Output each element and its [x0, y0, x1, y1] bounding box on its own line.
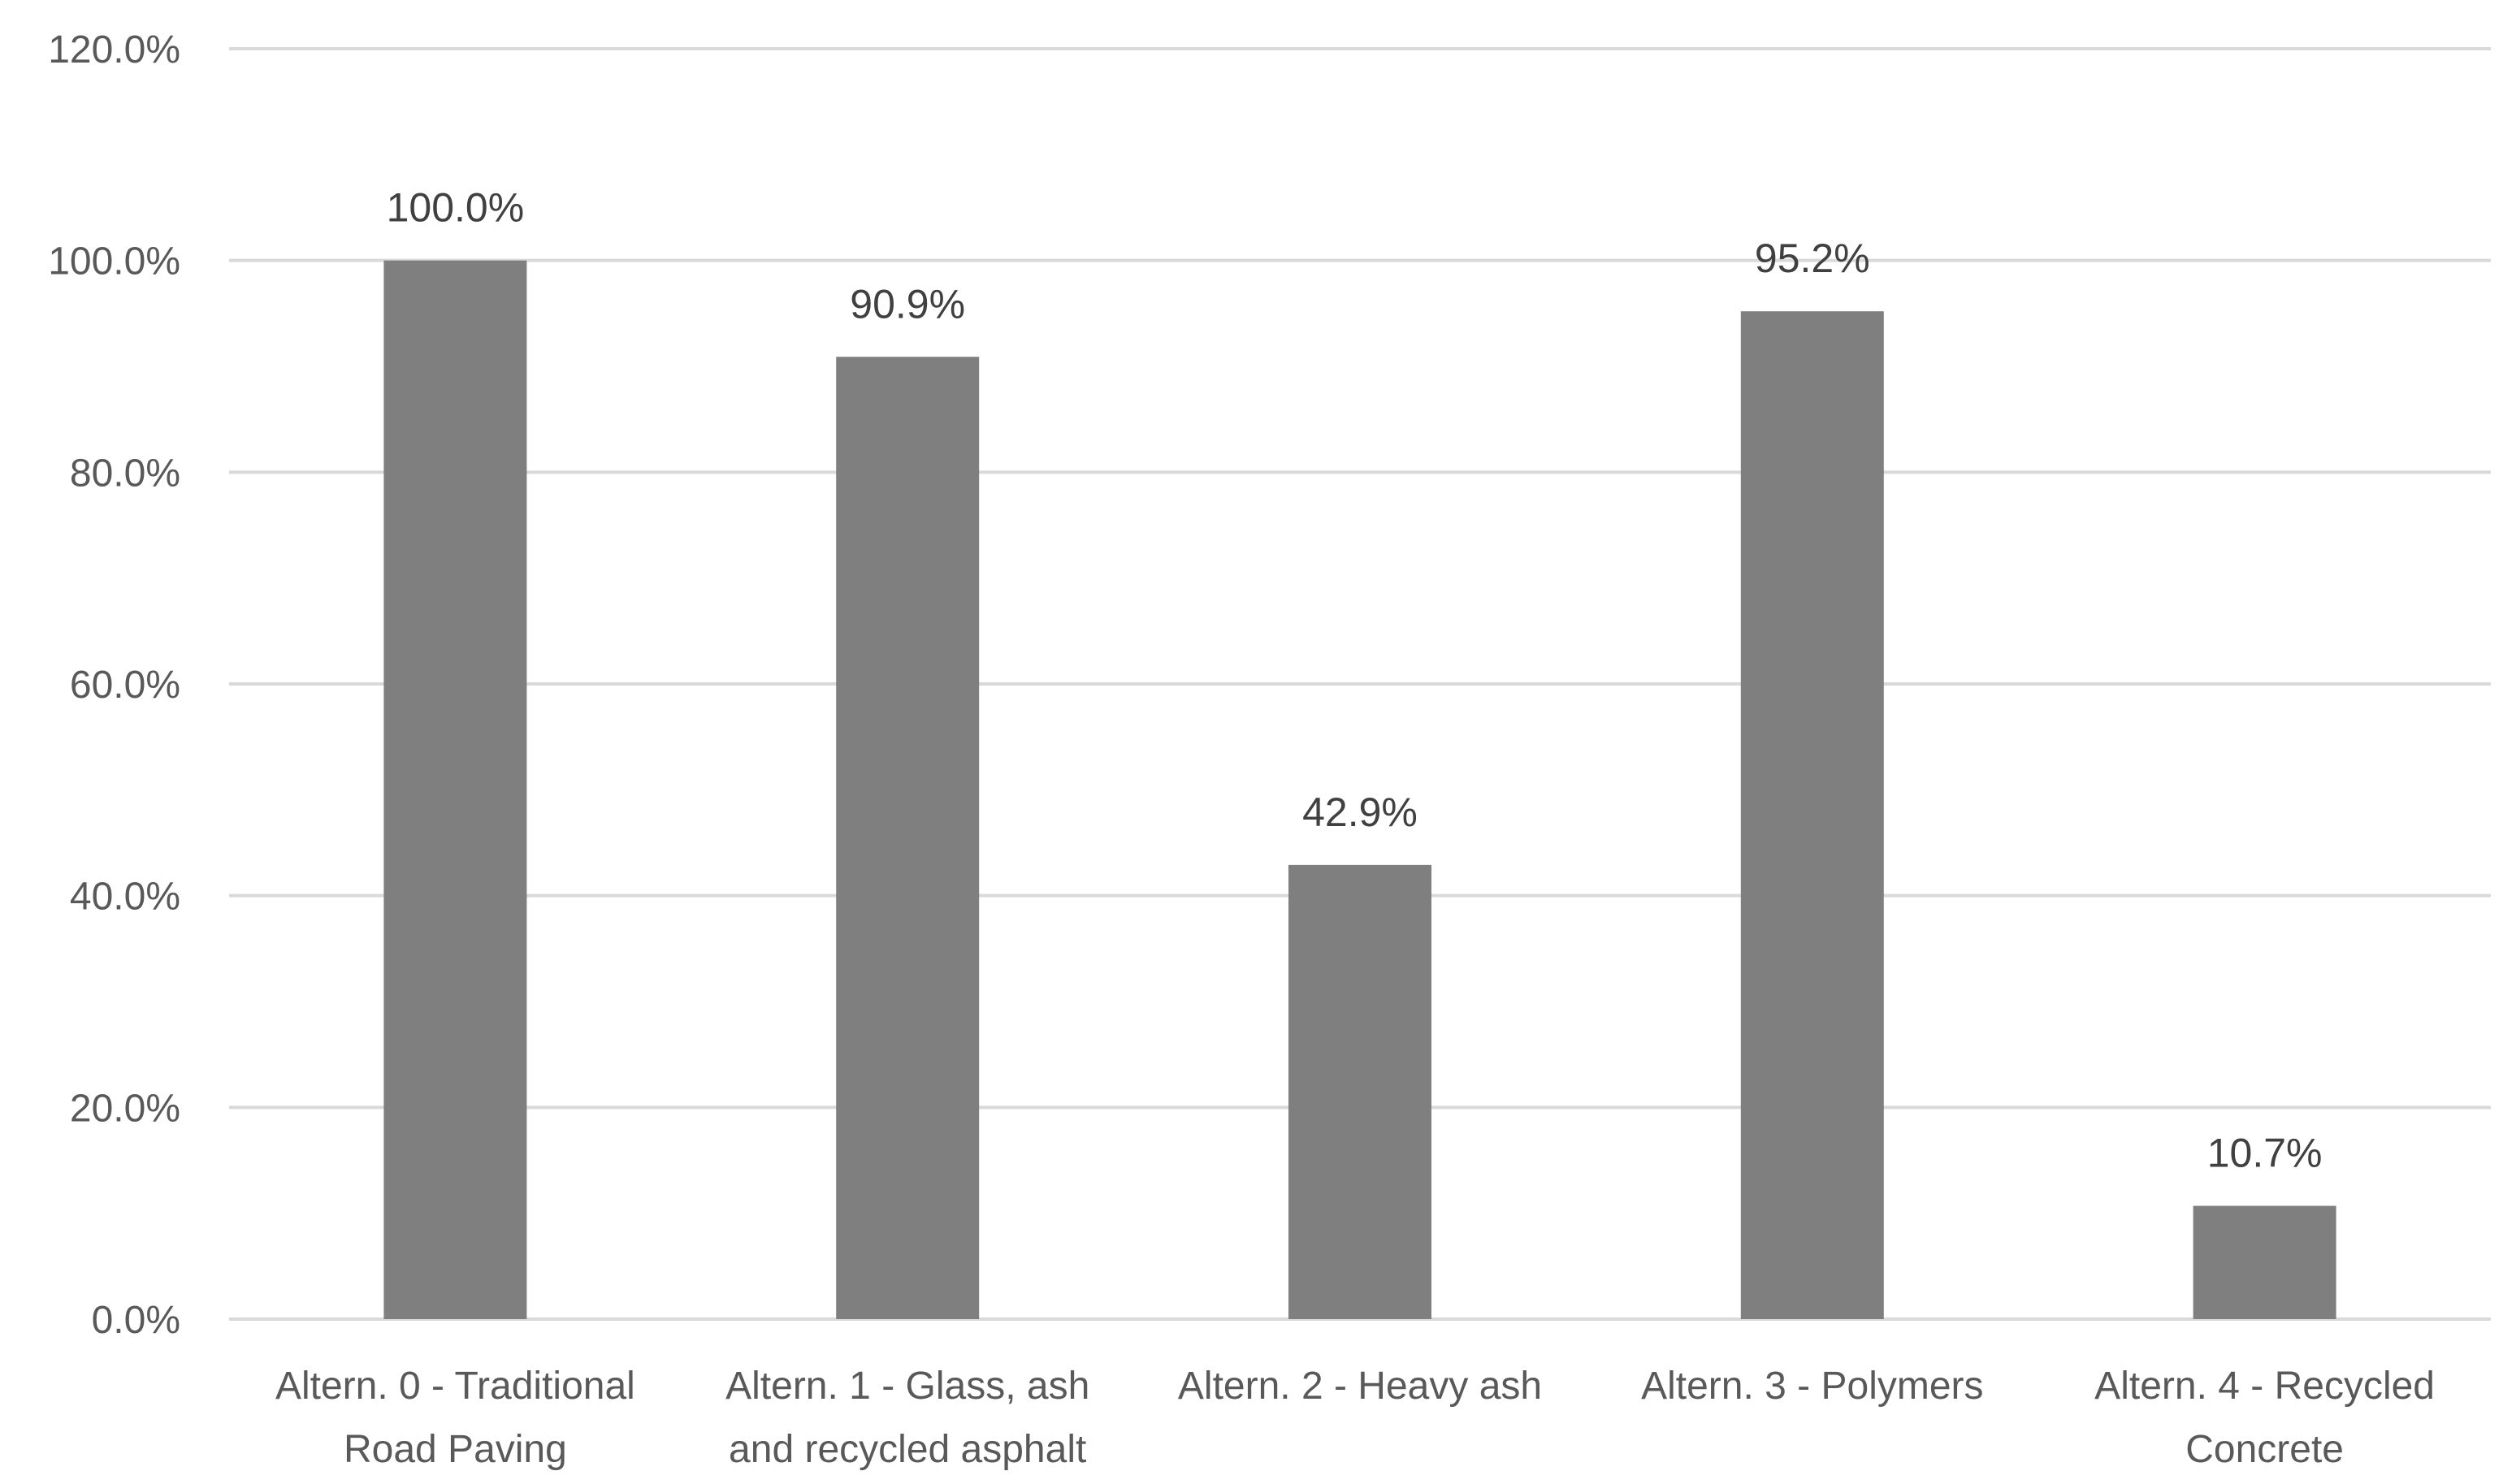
bar	[1740, 311, 1884, 1319]
bar	[1288, 864, 1431, 1319]
data-label: 95.2%	[1755, 236, 1870, 281]
x-tick-label: Altern. 4 - Recycled	[2094, 1365, 2435, 1408]
y-tick-label: 100.0%	[48, 240, 180, 283]
y-tick-label: 80.0%	[70, 452, 180, 495]
y-axis-ticks: 0.0% 20.0% 40.0% 60.0% 80.0% 100.0% 120.0%	[48, 28, 180, 1342]
data-label: 42.9%	[1302, 790, 1418, 835]
data-label: 90.9%	[850, 281, 965, 327]
y-tick-label: 40.0%	[70, 876, 180, 919]
x-tick-label: Altern. 3 - Polymers	[1641, 1365, 1983, 1408]
bar	[383, 260, 527, 1320]
x-tick-label: Altern. 0 - Traditional	[275, 1365, 635, 1408]
y-tick-label: 120.0%	[48, 28, 180, 71]
x-tick-label: Altern. 1 - Glass, ash	[725, 1365, 1089, 1408]
bar	[836, 357, 980, 1319]
x-tick-label: and recycled asphalt	[729, 1428, 1086, 1471]
data-label: 100.0%	[387, 185, 525, 231]
data-label: 10.7%	[2207, 1131, 2323, 1176]
x-tick-label: Road Paving	[344, 1428, 567, 1471]
data-labels: 100.0% 90.9% 42.9% 95.2% 10.7%	[387, 185, 2323, 1176]
bar	[2193, 1205, 2336, 1319]
x-axis-ticks: Altern. 0 - Traditional Road Paving Altern…	[275, 1365, 2435, 1471]
x-tick-label: Concrete	[2185, 1428, 2344, 1471]
y-tick-label: 0.0%	[92, 1299, 180, 1342]
bars	[383, 260, 2336, 1320]
y-tick-label: 20.0%	[70, 1087, 180, 1130]
y-tick-label: 60.0%	[70, 664, 180, 707]
x-tick-label: Altern. 2 - Heavy ash	[1178, 1365, 1542, 1408]
